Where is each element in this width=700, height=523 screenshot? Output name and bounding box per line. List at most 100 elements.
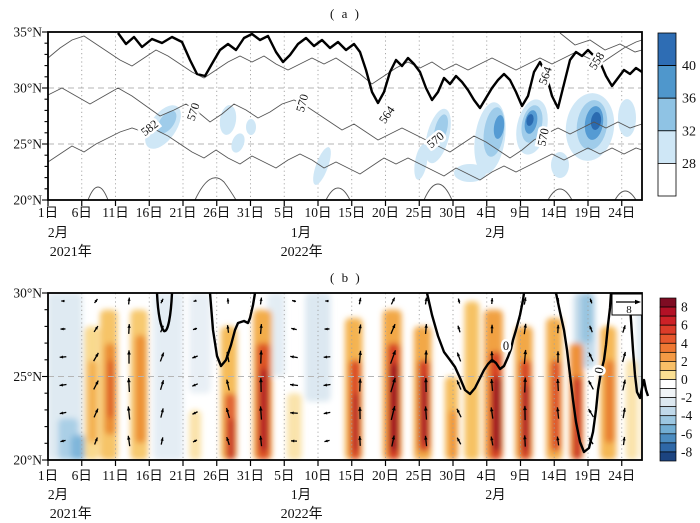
y-tick-label: 30°N bbox=[13, 286, 42, 301]
colorbar-segment bbox=[657, 97, 677, 132]
shaded-anomalies bbox=[145, 93, 636, 185]
month-label: 2月 bbox=[485, 487, 505, 502]
wind-vector-head bbox=[127, 324, 131, 328]
colorbar-label: 40 bbox=[682, 59, 696, 74]
wind-vector-head bbox=[59, 383, 64, 387]
wind-vector-head bbox=[424, 324, 428, 328]
ref-vector-label: 8 bbox=[626, 304, 632, 316]
wind-vector-head bbox=[94, 326, 98, 330]
y-tick-label: 25°N bbox=[13, 369, 42, 384]
wind-vector-head bbox=[127, 350, 131, 355]
wind-vector-head bbox=[127, 435, 131, 440]
zero-contour bbox=[554, 292, 613, 454]
wind-vector-head bbox=[358, 350, 362, 355]
x-tick-label: 21日 bbox=[170, 468, 197, 483]
wind-vector-head bbox=[259, 324, 263, 328]
wind-vector-head bbox=[588, 380, 592, 385]
wind-vector-head bbox=[225, 407, 230, 413]
wind-vector-head bbox=[424, 350, 428, 355]
wind-vector-head bbox=[490, 298, 494, 302]
wind-vector-head bbox=[60, 439, 64, 443]
stripe bbox=[135, 334, 146, 444]
wind-vector-head bbox=[258, 406, 263, 411]
x-tick-label: 10日 bbox=[305, 205, 332, 220]
wind-vector-head bbox=[259, 297, 263, 302]
colorbar-segment bbox=[659, 388, 677, 398]
wind-vector-head bbox=[490, 407, 494, 412]
shade-blob bbox=[246, 119, 256, 135]
panel-b-plot: 0 0 8 30°N 25°N 20°N1日 6日 11日 16日 21日 26日 31日 5日 10日 1… bbox=[13, 286, 692, 523]
x-tick-label: 30日 bbox=[440, 205, 467, 220]
thin-contour bbox=[47, 35, 643, 85]
panel-a-title: ( a ) bbox=[330, 6, 361, 21]
y-tick-label: 20°N bbox=[13, 453, 42, 468]
wind-vector-head bbox=[457, 352, 461, 357]
wind-vector-head bbox=[589, 325, 593, 330]
wind-vector-head bbox=[160, 298, 164, 303]
wind-vector-head bbox=[523, 297, 527, 301]
shade-blob bbox=[313, 147, 331, 185]
thin-contour bbox=[47, 127, 643, 181]
x-tick-label: 15日 bbox=[338, 205, 365, 220]
x-tick-label: 14日 bbox=[541, 205, 568, 220]
stripe bbox=[636, 293, 642, 394]
x-tick-label: 25日 bbox=[406, 468, 433, 483]
stripe bbox=[107, 359, 115, 419]
wind-vector-head bbox=[588, 408, 592, 413]
contour-label-570: 570 bbox=[534, 127, 551, 148]
y-tick-label: 20°N bbox=[13, 193, 42, 208]
wind-vector-head bbox=[60, 327, 64, 331]
x-tick-label: 20日 bbox=[372, 205, 399, 220]
wind-vector-head bbox=[622, 325, 626, 330]
wind-vector-head bbox=[290, 383, 294, 387]
thick-contour-564 bbox=[117, 32, 643, 110]
wind-vector-head bbox=[94, 298, 98, 303]
wind-vector-head bbox=[556, 436, 560, 441]
ref-vector-arrow-head bbox=[635, 299, 641, 305]
wind-vector-head bbox=[358, 436, 362, 440]
wind-vector-head bbox=[523, 377, 528, 382]
wind-vector-head bbox=[589, 298, 593, 303]
x-tick-label: 6日 bbox=[72, 468, 92, 483]
wind-vector-head bbox=[622, 379, 627, 384]
wind-vector-head bbox=[523, 349, 528, 355]
wind-vector-head bbox=[391, 406, 396, 411]
stripe bbox=[286, 393, 302, 460]
colorbar-label: -6 bbox=[681, 426, 692, 441]
wind-vector-head bbox=[457, 437, 461, 442]
wind-vector-head bbox=[259, 435, 263, 440]
shade-blob bbox=[590, 112, 602, 130]
month-label: 1月 bbox=[291, 487, 311, 502]
wind-vector-head bbox=[556, 351, 560, 356]
colorbar-label: 2 bbox=[681, 354, 688, 369]
wind-vector-head bbox=[358, 324, 362, 329]
colorbar-segment bbox=[659, 433, 677, 444]
colorbar-segment bbox=[659, 342, 677, 353]
colorbar-label: 4 bbox=[681, 336, 688, 351]
stripe bbox=[87, 359, 98, 444]
wind-vector-head bbox=[457, 325, 461, 330]
wind-vector-head bbox=[192, 383, 196, 387]
shade-blob bbox=[454, 164, 486, 182]
wind-vector-head bbox=[424, 435, 428, 440]
year-label: 2022年 bbox=[281, 506, 323, 522]
ref-vector-box bbox=[611, 293, 643, 316]
wind-vector-head bbox=[323, 411, 328, 415]
colorbar-segment bbox=[659, 424, 677, 435]
zero-contour bbox=[627, 292, 650, 400]
colorbar-segment bbox=[659, 324, 677, 335]
stripe bbox=[492, 376, 501, 452]
wind-vector-head bbox=[391, 435, 396, 440]
colorbar-segment bbox=[659, 406, 677, 417]
wind-vector-head bbox=[259, 378, 263, 383]
colorbar-segment bbox=[657, 130, 677, 164]
wind-vector-head bbox=[259, 350, 263, 355]
wind-vector-head bbox=[160, 352, 164, 357]
thin-contour bbox=[47, 87, 643, 159]
wind-vector-head bbox=[622, 351, 627, 357]
x-tick-label: 24日 bbox=[608, 468, 635, 483]
x-tick-label: 26日 bbox=[203, 205, 230, 220]
shade-blob bbox=[618, 99, 636, 137]
shaded-field bbox=[48, 293, 642, 460]
